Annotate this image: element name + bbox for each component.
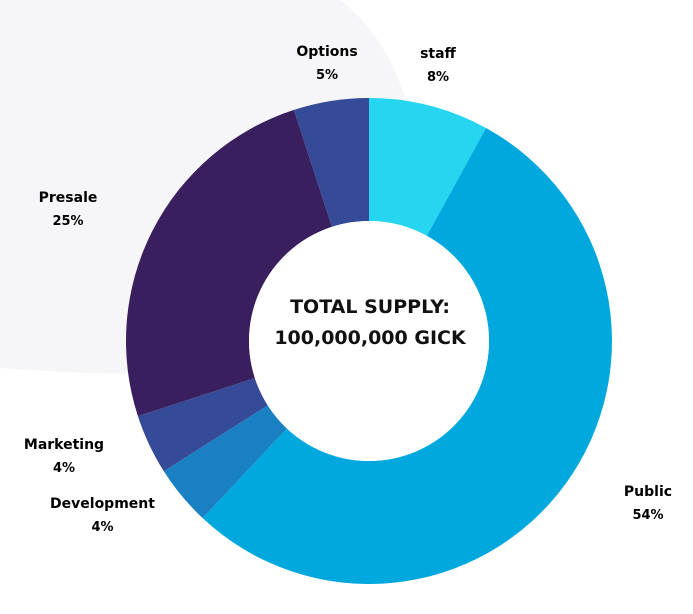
slice-development bbox=[163, 405, 287, 519]
slice-public bbox=[202, 128, 613, 585]
label-presale-percent: 25% bbox=[52, 214, 84, 229]
label-marketing: Marketing 4% bbox=[14, 433, 114, 481]
label-presale-name: Presale bbox=[38, 190, 98, 206]
label-staff-name: staff bbox=[420, 46, 456, 62]
label-marketing-percent: 4% bbox=[52, 461, 76, 476]
center-value: 100,000,000 GICK bbox=[274, 327, 466, 349]
label-options: Options 5% bbox=[282, 40, 372, 88]
label-public: Public 54% bbox=[608, 480, 688, 528]
label-development-percent: 4% bbox=[91, 520, 114, 535]
slice-presale bbox=[125, 109, 332, 417]
label-options-percent: 5% bbox=[315, 68, 339, 83]
label-development-name: Development bbox=[50, 496, 155, 512]
slice-staff bbox=[369, 98, 487, 236]
slice-options bbox=[293, 98, 369, 227]
label-presale: Presale 25% bbox=[23, 186, 113, 234]
label-options-name: Options bbox=[296, 44, 358, 60]
donut-hole bbox=[249, 221, 489, 461]
label-marketing-name: Marketing bbox=[23, 437, 105, 453]
label-public-name: Public bbox=[623, 484, 673, 500]
label-public-percent: 54% bbox=[632, 508, 664, 523]
label-staff: staff 8% bbox=[402, 42, 474, 90]
label-development: Development 4% bbox=[40, 492, 165, 540]
center-title: TOTAL SUPPLY: bbox=[290, 296, 450, 318]
total-supply-center: TOTAL SUPPLY: 100,000,000 GICK bbox=[239, 292, 501, 354]
label-staff-percent: 8% bbox=[426, 70, 450, 85]
slice-marketing bbox=[137, 378, 268, 472]
